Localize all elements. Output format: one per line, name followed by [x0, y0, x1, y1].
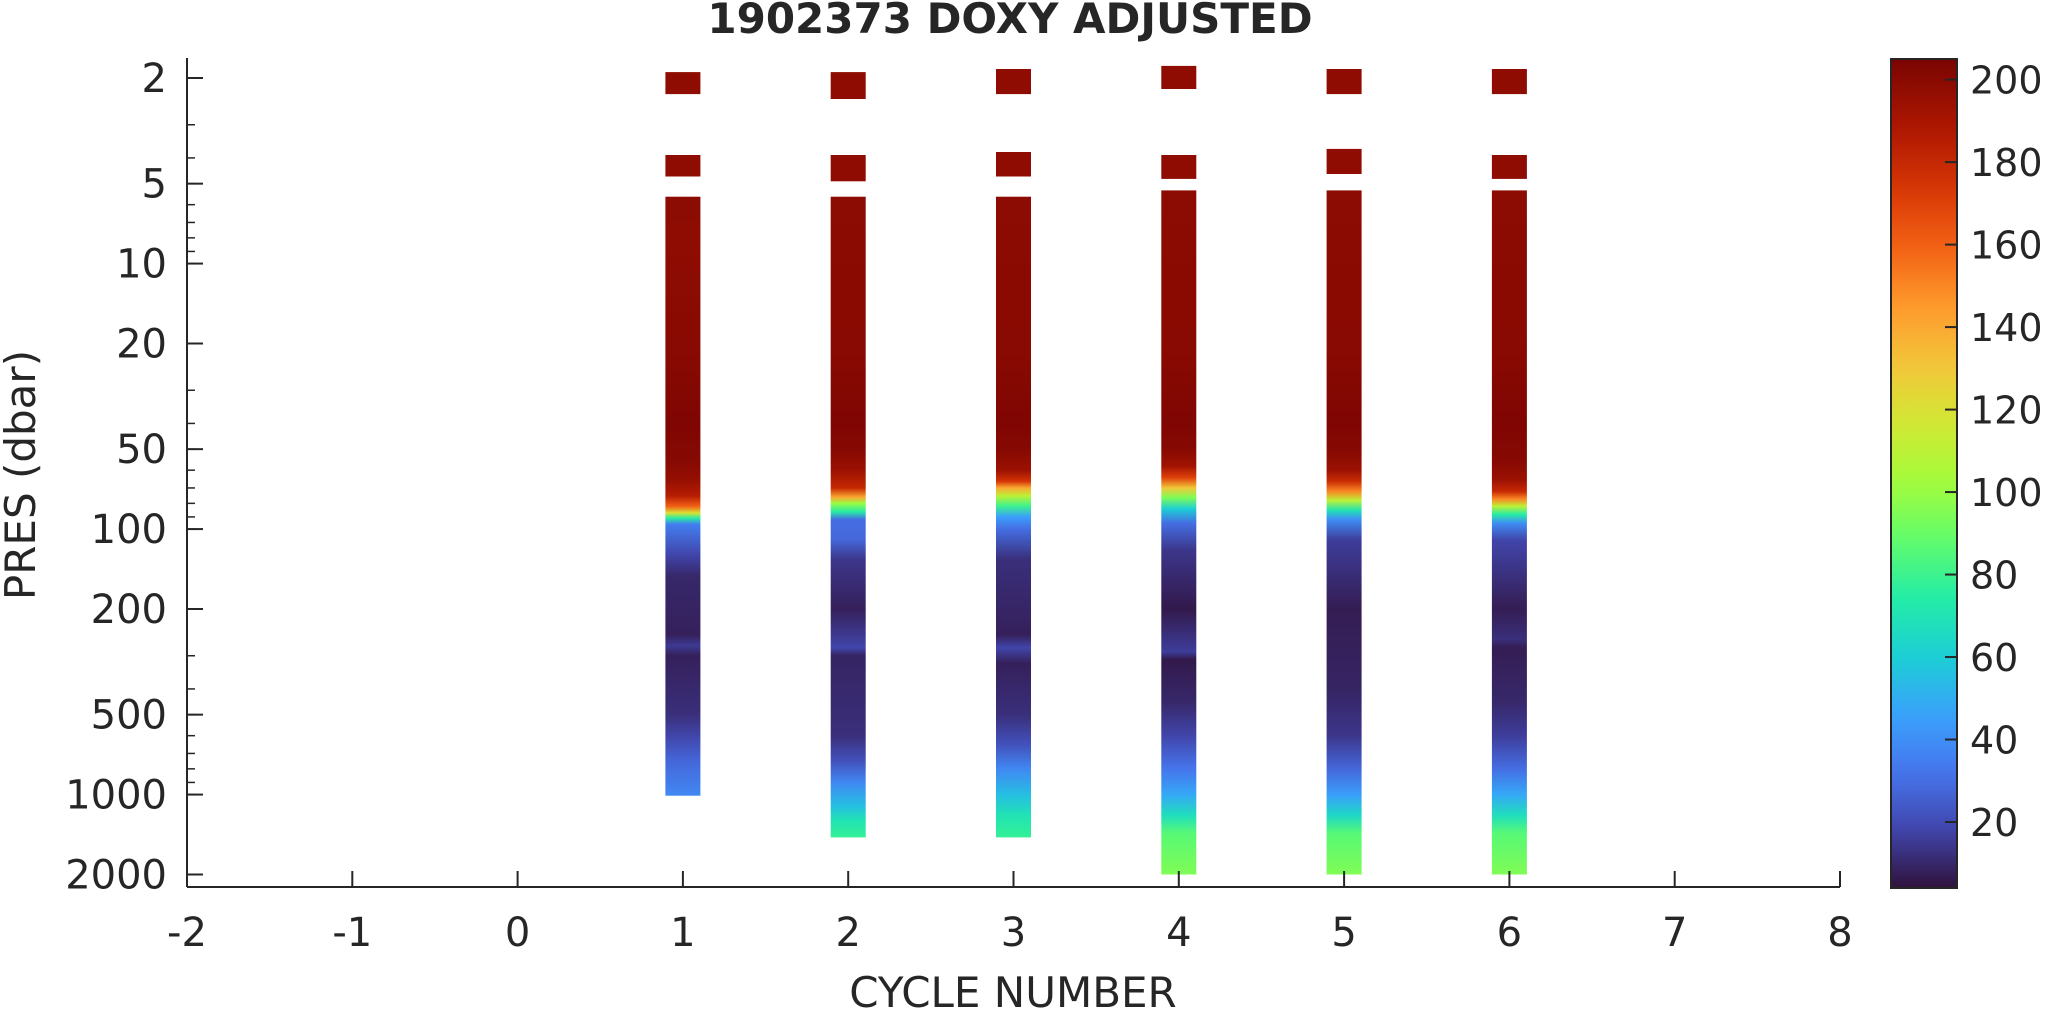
- colorbar-tick-label: 80: [1970, 554, 2018, 598]
- profile-segment: [1491, 69, 1527, 95]
- profile-cycle-4: [1161, 65, 1197, 875]
- colorbar-tick-label: 140: [1970, 306, 2043, 350]
- y-tick-label: 5: [142, 162, 167, 208]
- profile-segment: [665, 196, 701, 796]
- y-tick-label: 200: [91, 587, 167, 633]
- x-tick-label: 3: [1001, 910, 1026, 956]
- x-tick-label: 6: [1497, 910, 1522, 956]
- profile-segment: [1326, 69, 1362, 95]
- profile-segment: [996, 69, 1031, 95]
- x-tick-label: 4: [1166, 910, 1191, 956]
- colorbar-tick-label: 200: [1970, 59, 2043, 103]
- y-tick-label: 2: [142, 56, 167, 102]
- profile-segment: [1491, 190, 1527, 875]
- colorbar-gradient: [1890, 58, 1958, 889]
- colorbar: 20 40 60 80 100 120 140 160 180 200: [1890, 58, 2043, 889]
- x-tick-label: 0: [505, 910, 530, 956]
- axes: -2 -1 0 1 2 3 4 5 6 7 8 2 5 10 20 50 100 200 500 1000 2000: [65, 56, 1853, 956]
- colorbar-tick-label: 60: [1970, 636, 2018, 680]
- y-tick-label: 10: [116, 242, 167, 288]
- colorbar-tick-label: 20: [1970, 801, 2018, 845]
- colorbar-tick-label: 120: [1970, 389, 2043, 433]
- colorbar-tick-label: 40: [1970, 719, 2018, 763]
- profile-segment: [1326, 190, 1362, 875]
- colorbar-tick-label: 160: [1970, 224, 2043, 268]
- profile-cycle-2: [830, 72, 866, 838]
- y-tick-label: 50: [116, 427, 167, 473]
- x-tick-label: 1: [670, 910, 695, 956]
- profile-segment: [996, 152, 1031, 177]
- profile-cycle-5: [1326, 69, 1362, 875]
- profile-segment: [830, 196, 866, 838]
- colorbar-tick-label: 100: [1970, 471, 2043, 515]
- profile-cycle-1: [665, 72, 701, 796]
- profile-segment: [1161, 190, 1197, 875]
- y-tick-label: 2000: [65, 853, 167, 899]
- profile-segment: [1161, 155, 1197, 179]
- y-tick-label: 100: [91, 507, 167, 553]
- y-axis-label: PRES (dbar): [0, 350, 45, 600]
- plot-area: [665, 65, 1527, 875]
- x-tick-label: 5: [1331, 910, 1356, 956]
- profile-segment: [1326, 148, 1362, 174]
- y-tick-label: 500: [91, 693, 167, 739]
- profile-cycle-6: [1491, 69, 1527, 875]
- profile-segment: [996, 196, 1031, 838]
- profile-segment: [1161, 65, 1197, 89]
- profile-segment: [665, 155, 701, 177]
- profile-segment: [830, 155, 866, 182]
- profile-segment: [1491, 155, 1527, 179]
- profile-cycle-3: [996, 69, 1031, 838]
- y-tick-label: 20: [116, 322, 167, 368]
- profile-segment: [830, 72, 866, 99]
- x-tick-label: 8: [1827, 910, 1852, 956]
- x-tick-label: 2: [835, 910, 860, 956]
- chart-title: 1902373 DOXY ADJUSTED: [707, 0, 1312, 43]
- profile-segment: [665, 72, 701, 95]
- x-axis-label: CYCLE NUMBER: [849, 968, 1177, 1011]
- y-tick-label: 1000: [65, 773, 167, 819]
- x-tick-label: 7: [1662, 910, 1687, 956]
- x-tick-label: -1: [332, 910, 372, 956]
- x-tick-label: -2: [167, 910, 207, 956]
- colorbar-tick-label: 180: [1970, 141, 2043, 185]
